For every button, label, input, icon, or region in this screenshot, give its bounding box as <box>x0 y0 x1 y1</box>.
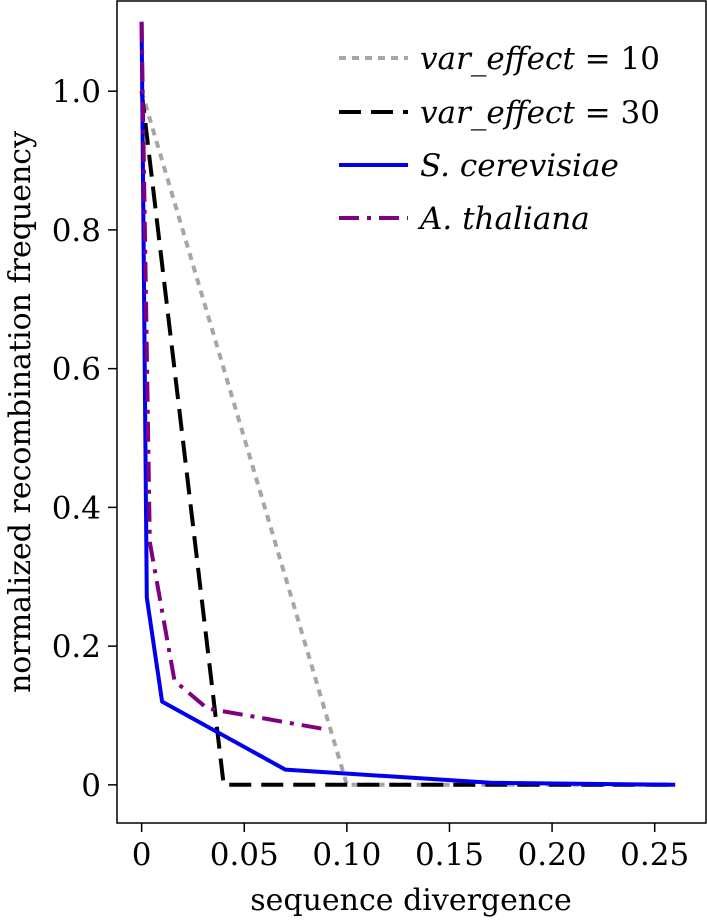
y-tick-label: 0.6 <box>52 352 101 388</box>
legend-label-italic: var_effect <box>420 41 575 77</box>
legend-label-italic: S. cerevisiae <box>420 148 619 184</box>
legend-label-1: var_effect = 30 <box>420 95 660 131</box>
y-axis-ticks: 0 0.2 0.4 0.6 0.8 1.0 <box>52 74 117 804</box>
series-line-1 <box>139 90 676 787</box>
series-line-0 <box>139 90 676 787</box>
x-axis-ticks: 0 0.05 0.10 0.15 0.20 0.25 <box>132 823 689 873</box>
y-tick-label: 0.4 <box>52 490 101 526</box>
legend-label-0: var_effect = 10 <box>420 41 660 77</box>
legend-label-rest: = 30 <box>575 95 660 131</box>
series-line-3 <box>139 21 327 732</box>
plot-frame <box>116 0 707 824</box>
legend-label-rest: = 10 <box>575 41 660 77</box>
x-tick-label: 0 <box>132 837 152 873</box>
x-axis-label: sequence divergence <box>250 883 572 918</box>
x-tick-label: 0.25 <box>620 837 689 873</box>
y-tick-label: 1.0 <box>52 74 101 110</box>
legend-label-italic: var_effect <box>420 95 575 131</box>
y-axis-label: normalized recombination frequency <box>3 131 38 693</box>
legend-label-italic: A. thaliana <box>417 201 590 237</box>
y-tick-label: 0 <box>81 768 101 804</box>
y-tick-label: 0.2 <box>52 629 101 665</box>
legend-label-2: S. cerevisiae <box>420 148 619 184</box>
x-tick-label: 0.10 <box>312 837 381 873</box>
series-layer <box>139 21 676 787</box>
x-tick-label: 0.15 <box>415 837 484 873</box>
y-tick-label: 0.8 <box>52 213 101 249</box>
x-tick-label: 0.05 <box>210 837 279 873</box>
x-tick-label: 0.20 <box>518 837 587 873</box>
legend-label-3: A. thaliana <box>417 201 590 237</box>
series-line-2 <box>139 21 676 787</box>
